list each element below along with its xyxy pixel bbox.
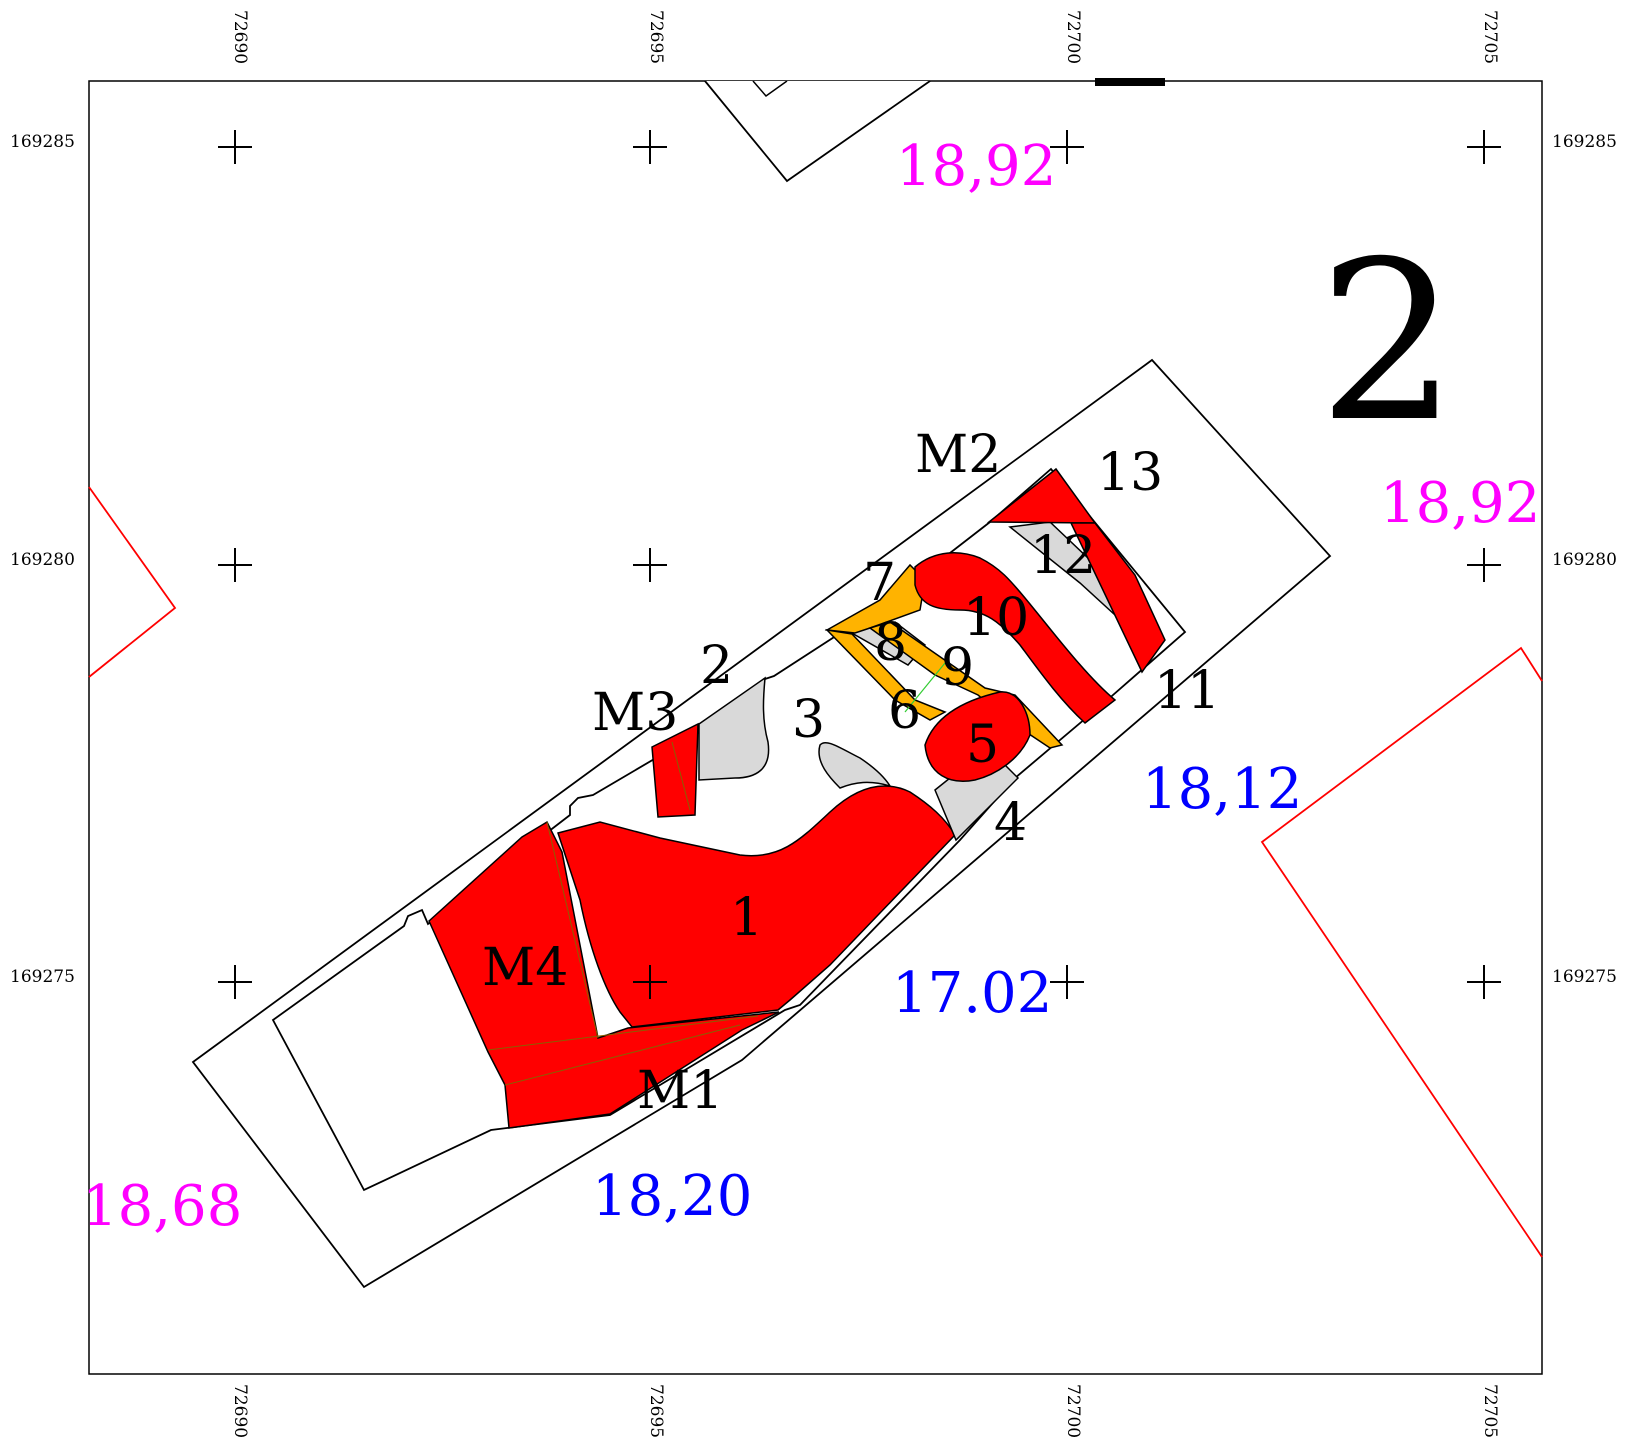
label-feature-3: 3 — [792, 690, 825, 750]
feature-13-red-area — [986, 467, 1097, 524]
x-label-top-2: 72695 — [646, 10, 666, 64]
y-label-left-1: 169285 — [10, 132, 75, 152]
top-structure-inner — [752, 80, 788, 98]
label-feature-13: 13 — [1097, 443, 1163, 503]
x-label-top-1: 72690 — [230, 10, 250, 64]
label-feature-2: 2 — [700, 636, 733, 696]
y-label-left-3: 169275 — [10, 967, 75, 987]
feature-11-red-area — [1069, 522, 1166, 674]
label-feature-9: 9 — [941, 638, 974, 698]
survey-line — [904, 662, 946, 713]
top-structure-outline — [704, 80, 931, 183]
x-label-bottom-2: 72695 — [646, 1384, 666, 1438]
label-wall-m4: M4 — [482, 938, 568, 998]
wall-m4-edge — [546, 821, 599, 1039]
elevation-center: 17.02 — [892, 961, 1052, 1026]
top-bar-marker — [1095, 78, 1165, 86]
x-label-top-3: 72700 — [1063, 10, 1083, 64]
label-wall-m3: M3 — [592, 683, 678, 743]
label-feature-5: 5 — [966, 715, 999, 775]
feature-1-red-area — [557, 785, 956, 1028]
label-feature-10: 10 — [963, 588, 1029, 648]
neighbour-outline-right — [1260, 646, 1543, 1258]
label-wall-m2: M2 — [915, 425, 1001, 485]
label-feature-7: 7 — [863, 553, 896, 613]
x-label-top-4: 72705 — [1480, 10, 1500, 64]
timber-6 — [824, 628, 947, 721]
label-feature-12: 12 — [1030, 526, 1096, 586]
wall-m4-joint — [487, 1015, 759, 1051]
elevation-right-mid: 18,12 — [1142, 757, 1302, 822]
elevation-right: 18,92 — [1380, 471, 1540, 536]
elevation-left-bottom: 18,68 — [82, 1174, 242, 1239]
label-feature-11: 11 — [1154, 661, 1220, 721]
wall-m3 — [651, 722, 699, 818]
wall-m1-joint — [504, 1024, 741, 1086]
stone-2 — [698, 676, 770, 781]
x-label-bottom-4: 72705 — [1480, 1384, 1500, 1438]
x-label-bottom-1: 72690 — [230, 1384, 250, 1438]
sheet-number: 2 — [1318, 214, 1458, 470]
label-feature-1: 1 — [730, 888, 763, 948]
x-label-bottom-3: 72700 — [1063, 1384, 1083, 1438]
grid-crosses — [218, 130, 1501, 999]
neighbour-outline-left — [88, 486, 177, 678]
y-label-right-1: 169285 — [1552, 132, 1617, 152]
label-feature-8: 8 — [874, 613, 907, 673]
elevation-bottom: 18,20 — [592, 1164, 752, 1229]
wall-m3-joint — [671, 741, 691, 811]
y-label-right-2: 169280 — [1552, 550, 1617, 570]
label-feature-4: 4 — [994, 793, 1027, 853]
feature-10-red-area — [914, 552, 1117, 724]
feature-5-red-area — [924, 691, 1031, 782]
stone-3 — [818, 741, 892, 789]
y-label-right-3: 169275 — [1552, 967, 1617, 987]
elevation-top: 18,92 — [896, 134, 1056, 199]
y-label-left-2: 169280 — [10, 550, 75, 570]
label-wall-m1: M1 — [637, 1061, 723, 1121]
label-feature-6: 6 — [888, 681, 921, 741]
